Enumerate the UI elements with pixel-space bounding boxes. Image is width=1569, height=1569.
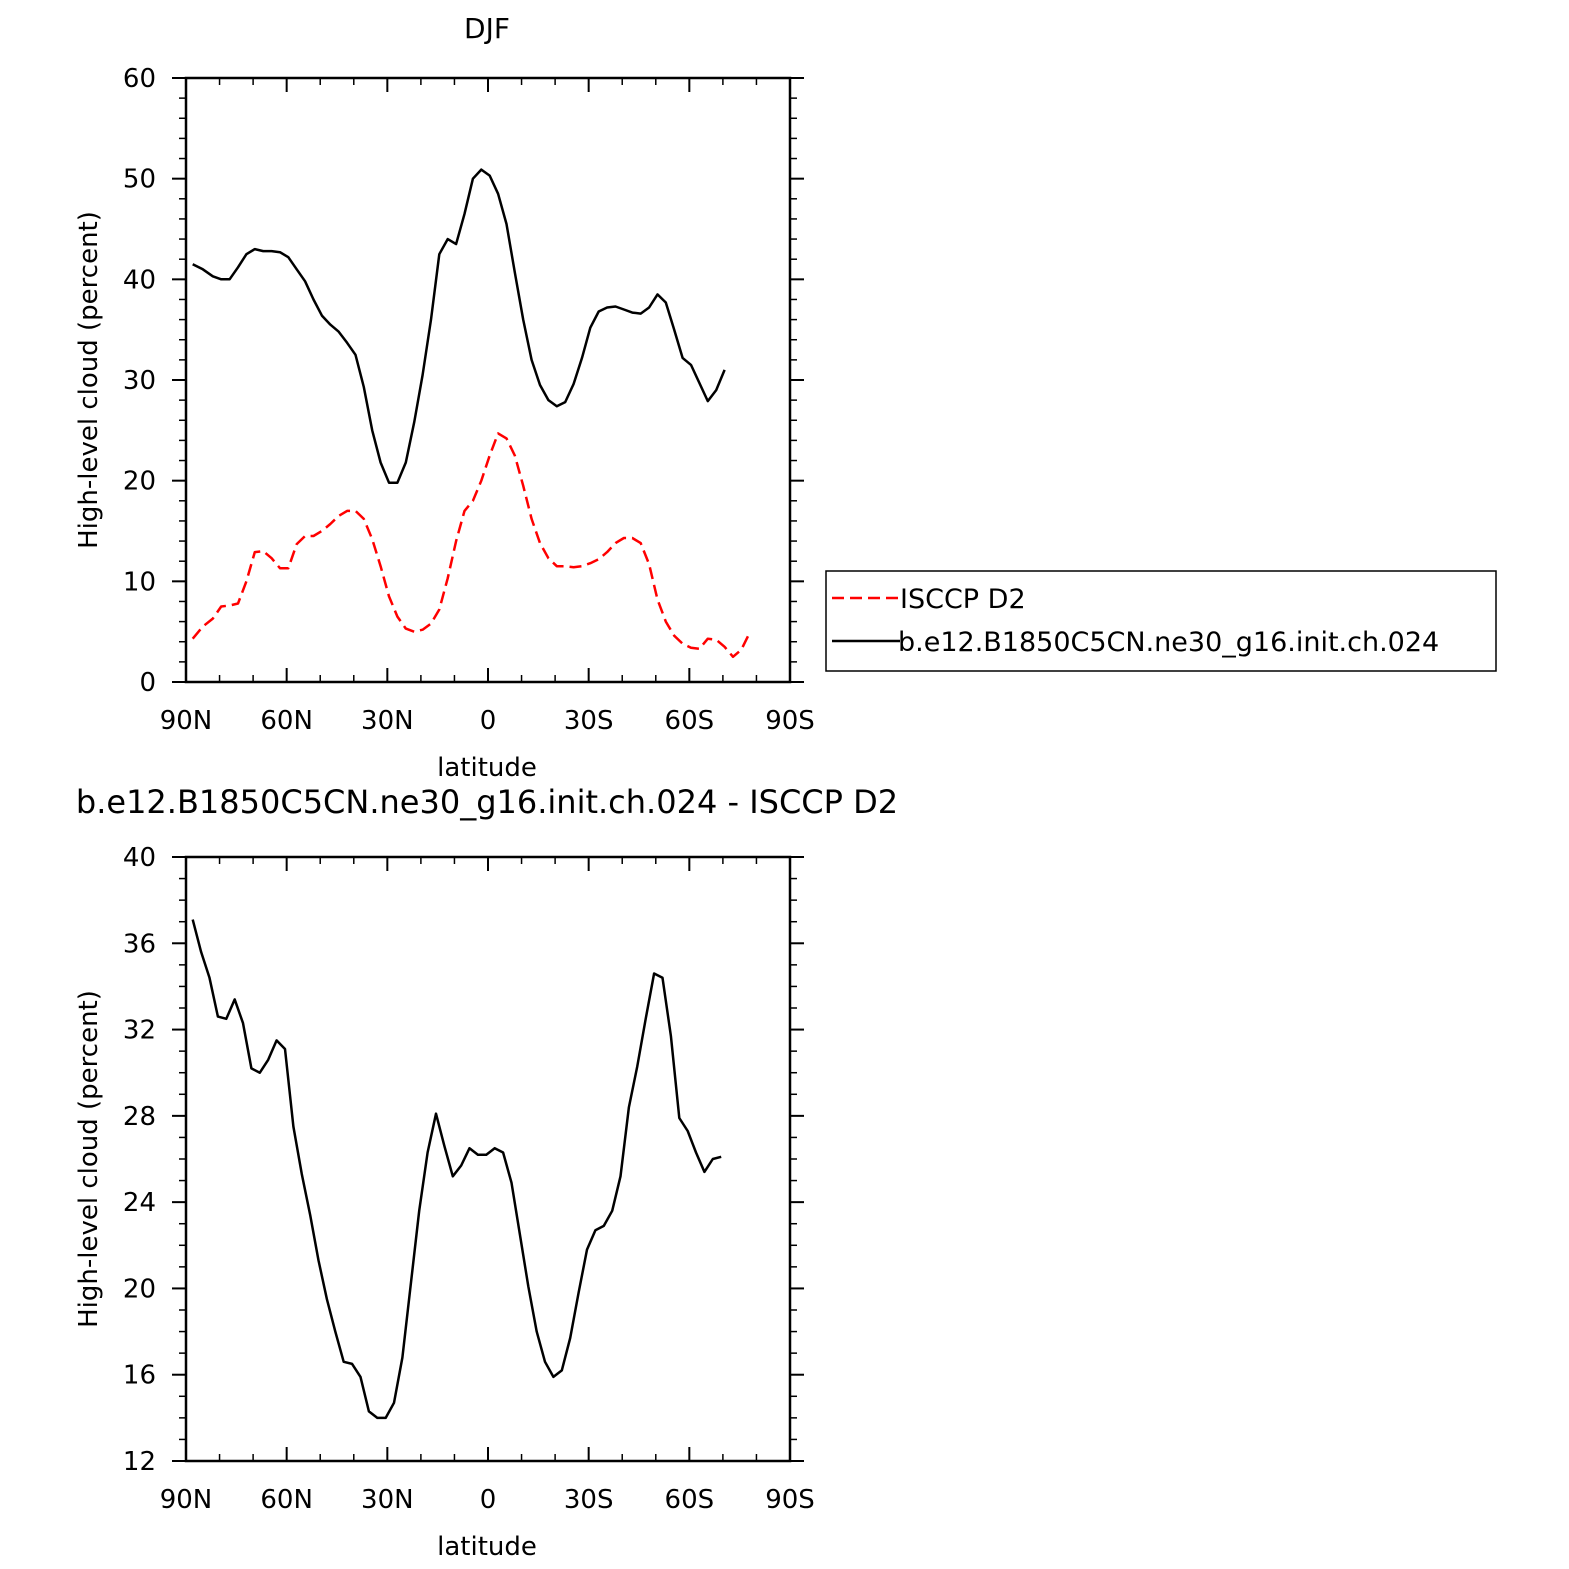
x-tick-label: 30N [361,706,414,736]
series-line-model [191,919,722,1420]
legend-label-isccp: ISCCP D2 [900,584,1026,615]
x-tick-label: 60N [260,1485,313,1515]
panel-top-frame [184,76,792,684]
y-tick-label: 20 [123,467,156,497]
x-tick-label: 90S [765,1485,815,1515]
legend-entry-model: b.e12.B1850C5CN.ne30_g16.init.ch.024 [832,627,1439,658]
legend: ISCCP D2 b.e12.B1850C5CN.ne30_g16.init.c… [825,570,1497,672]
x-tick-label: 60N [260,706,313,736]
panel-top-series [191,168,751,659]
panel-bottom-title: b.e12.B1850C5CN.ne30_g16.init.ch.024 - I… [76,783,898,821]
y-tick-label: 10 [123,567,156,597]
x-tick-label: 90S [765,706,815,736]
panel-top-ylabel: High-level cloud (percent) [74,211,104,549]
panel-top-xlabel: latitude [437,753,537,783]
x-tick-label: 30S [564,1485,614,1515]
y-tick-label: 12 [123,1447,156,1477]
panel-bottom-xlabel: latitude [437,1532,537,1562]
panel-top-ticks: 90N 60N 30N 0 30S 60S 90S 0 10 20 30 40 50 60 [123,64,815,736]
panel-bottom-ylabel: High-level cloud (percent) [74,990,104,1328]
y-tick-label: 60 [123,64,156,94]
y-tick-label: 30 [123,366,156,396]
panel-bottom-ticks: 90N 60N 30N 0 30S 60S 90S 12 16 20 24 28 32 36 40 [123,843,815,1515]
y-tick-label: 40 [123,265,156,295]
series-line-isccp [191,432,751,659]
panel-bottom-series [191,919,722,1420]
x-tick-label: 30S [564,706,614,736]
y-tick-label: 40 [123,843,156,873]
panel-top: DJF 90N 60N 30N 0 30S 60S 90S 0 10 20 30 40 50 60 lat… [74,12,815,783]
y-tick-label: 28 [123,1102,156,1132]
series-line-model [192,168,726,484]
y-tick-label: 16 [123,1361,156,1391]
panel-bottom: b.e12.B1850C5CN.ne30_g16.init.ch.024 - I… [74,783,898,1562]
x-tick-label: 90N [160,1485,213,1515]
y-tick-label: 20 [123,1274,156,1304]
y-tick-label: 0 [139,668,156,698]
x-tick-label: 30N [361,1485,414,1515]
legend-box [825,570,1497,672]
y-tick-label: 24 [123,1188,156,1218]
x-tick-label: 90N [160,706,213,736]
y-tick-label: 36 [123,929,156,959]
x-tick-label: 0 [480,706,497,736]
y-tick-label: 32 [123,1016,156,1046]
legend-entry-isccp: ISCCP D2 [832,584,1026,615]
x-tick-label: 0 [480,1485,497,1515]
y-tick-label: 50 [123,165,156,195]
panel-top-title: DJF [464,12,510,45]
x-tick-label: 60S [665,706,715,736]
legend-label-model: b.e12.B1850C5CN.ne30_g16.init.ch.024 [898,627,1439,658]
x-tick-label: 60S [665,1485,715,1515]
